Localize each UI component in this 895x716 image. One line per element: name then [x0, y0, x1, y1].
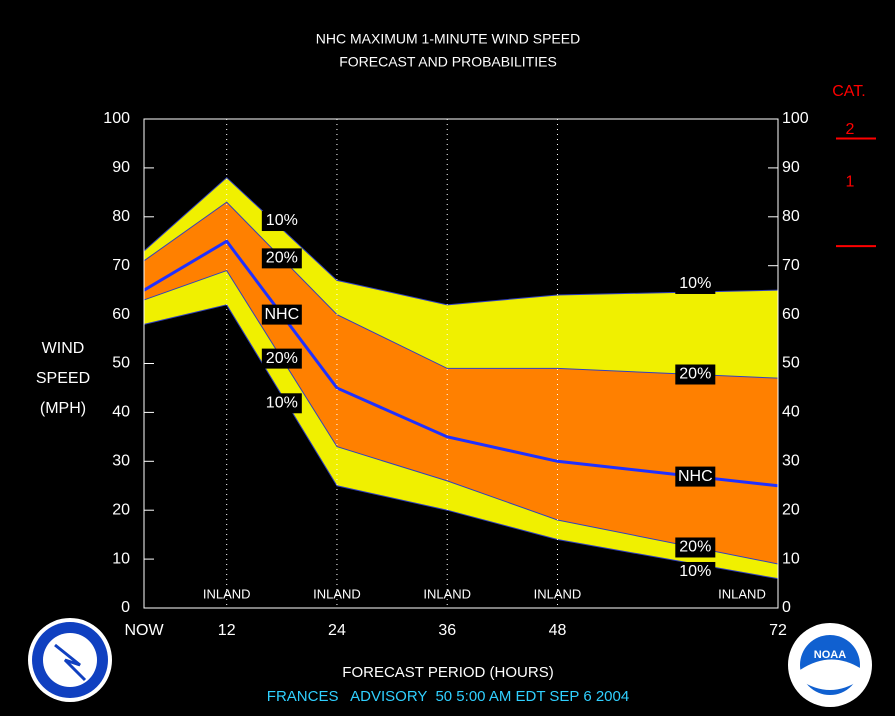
series-label-text: 10% — [266, 212, 298, 229]
category-label: 1 — [846, 174, 855, 191]
y2-tick-label: 90 — [782, 159, 800, 176]
y2-tick-label: 10 — [782, 550, 800, 567]
y2-tick-label: 60 — [782, 306, 800, 323]
inland-label: INLAND — [718, 586, 766, 601]
series-label-box — [675, 537, 716, 558]
y-axis-label: WIND — [42, 340, 85, 357]
series-label-box — [261, 348, 302, 369]
series-label-box — [675, 364, 716, 385]
x-axis-label: FORECAST PERIOD (HOURS) — [342, 664, 553, 681]
y-tick-label: 70 — [112, 257, 130, 274]
y2-tick-label: 20 — [782, 501, 800, 518]
series-label: 20% — [261, 248, 302, 269]
x-tick-label: 72 — [769, 622, 787, 639]
band-edge — [143, 201, 779, 379]
y2-tick-label: 50 — [782, 355, 800, 372]
category-label: 2 — [846, 121, 855, 138]
x-tick-label: 36 — [438, 622, 456, 639]
series-label: 10% — [675, 561, 716, 582]
y-tick-label: 30 — [112, 453, 130, 470]
series-label: 10% — [675, 273, 716, 294]
series-label: 20% — [261, 348, 302, 369]
series-label-text: 20% — [679, 366, 711, 383]
band-edge — [143, 269, 779, 565]
y-tick-label: 50 — [112, 355, 130, 372]
inland-label: INLAND — [534, 586, 582, 601]
y-tick-label: 10 — [112, 550, 130, 567]
series-label-text: 10% — [266, 395, 298, 412]
inland-label: INLAND — [423, 586, 471, 601]
y-axis-label: SPEED — [36, 370, 90, 387]
y-tick-label: 100 — [103, 110, 130, 127]
series-label-text: 10% — [679, 563, 711, 580]
y2-tick-label: 100 — [782, 110, 809, 127]
nhc-line — [143, 239, 779, 488]
band-edge — [143, 304, 779, 580]
y-axis-label: (MPH) — [40, 400, 86, 417]
inland-label: INLAND — [203, 586, 251, 601]
noaa-logo — [788, 623, 872, 707]
series-label: 10% — [261, 211, 302, 232]
y-tick-label: 0 — [121, 599, 130, 616]
series-label-text: NHC — [264, 306, 299, 323]
series-label: 20% — [675, 537, 716, 558]
y2-tick-label: 40 — [782, 404, 800, 421]
x-tick-label: 12 — [218, 622, 236, 639]
y2-tick-label: 30 — [782, 453, 800, 470]
category-title: CAT. — [832, 83, 865, 100]
series-label-box — [261, 211, 302, 232]
plot-frame — [143, 118, 779, 609]
series-label: 10% — [261, 393, 302, 414]
band-20 — [144, 202, 778, 564]
logo-text: NOAA — [814, 649, 846, 661]
series-label-box — [261, 248, 302, 269]
series-label: NHC — [675, 466, 716, 487]
y2-tick-label: 80 — [782, 208, 800, 225]
x-tick-label: NOW — [124, 622, 164, 639]
band-edge — [143, 177, 779, 306]
series-label: NHC — [261, 304, 302, 325]
series-label-text: NHC — [678, 468, 713, 485]
y-tick-label: 20 — [112, 501, 130, 518]
nws-logo — [28, 618, 112, 702]
series-label-text: 20% — [266, 350, 298, 367]
series-label-text: 20% — [266, 250, 298, 267]
x-tick-label: 48 — [549, 622, 567, 639]
series-label: 20% — [675, 364, 716, 385]
chart-title: NHC MAXIMUM 1-MINUTE WIND SPEED — [316, 31, 580, 47]
series-label-box — [675, 466, 716, 487]
y-tick-label: 40 — [112, 404, 130, 421]
y-tick-label: 90 — [112, 159, 130, 176]
x-tick-label: 24 — [328, 622, 346, 639]
y2-tick-label: 70 — [782, 257, 800, 274]
series-label-text: 10% — [679, 275, 711, 292]
footer: FRANCES ADVISORY 50 5:00 AM EDT SEP 6 20… — [267, 688, 629, 705]
y-tick-label: 60 — [112, 306, 130, 323]
series-label-box — [261, 304, 302, 325]
y-tick-label: 80 — [112, 208, 130, 225]
series-label-box — [675, 273, 716, 294]
chart-subtitle: FORECAST AND PROBABILITIES — [339, 54, 557, 70]
series-label-text: 20% — [679, 539, 711, 556]
inland-label: INLAND — [313, 586, 361, 601]
series-label-box — [261, 393, 302, 414]
y2-tick-label: 0 — [782, 599, 791, 616]
series-label-box — [675, 561, 716, 582]
